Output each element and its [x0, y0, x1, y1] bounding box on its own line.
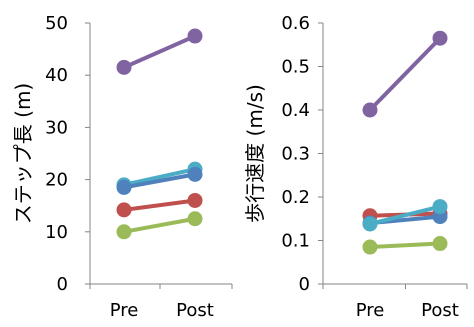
y-tick-label: 0.2 — [281, 187, 310, 208]
series-line — [123, 216, 196, 234]
x-tick-label: Pre — [356, 300, 385, 321]
x-tick-label: Post — [176, 300, 214, 321]
y-axis-title: ステップ長 (m) — [11, 83, 35, 224]
y-tick-label: 30 — [45, 117, 68, 138]
y-tick-label: 50 — [45, 13, 68, 34]
series-line — [368, 36, 442, 112]
y-tick-label: 0.4 — [281, 100, 310, 121]
data-point — [116, 224, 132, 240]
y-tick-label: 0.1 — [281, 231, 310, 252]
data-point — [187, 28, 203, 44]
chart-panel-1: 0 0.1 0.2 0.3 0.4 0.5 0.6 Pre Post 歩行速度 (m/s) — [243, 13, 468, 321]
chart-panel-0: 0 10 20 30 40 50 Pre Post ステップ長 (m) — [11, 13, 233, 321]
series-line — [123, 34, 196, 70]
series-line — [123, 167, 196, 187]
y-axis-title: 歩行速度 (m/s) — [243, 84, 267, 223]
series-line — [123, 198, 196, 212]
data-point — [187, 211, 203, 227]
y-tick-label: 10 — [45, 222, 68, 243]
data-point — [432, 236, 448, 252]
data-point — [116, 179, 132, 195]
x-tick-label: Post — [421, 300, 459, 321]
data-point — [362, 216, 378, 232]
y-tick-label: 0.6 — [281, 13, 310, 34]
y-tick-label: 0 — [57, 274, 68, 295]
y-tick-label: 0.5 — [281, 57, 310, 78]
y-tick-label: 0 — [299, 274, 310, 295]
series-line — [369, 241, 441, 250]
data-point — [116, 202, 132, 218]
series-line — [123, 172, 196, 190]
series-line — [369, 204, 441, 226]
y-tick-label: 20 — [45, 170, 68, 191]
x-tick-label: Pre — [110, 300, 139, 321]
data-point — [187, 192, 203, 208]
y-tick-label: 0.3 — [281, 144, 310, 165]
data-point — [432, 199, 448, 215]
data-point — [116, 59, 132, 75]
data-point — [187, 166, 203, 182]
data-point — [362, 102, 378, 118]
y-tick-label: 40 — [45, 65, 68, 86]
data-point — [432, 30, 448, 46]
data-point — [362, 239, 378, 255]
